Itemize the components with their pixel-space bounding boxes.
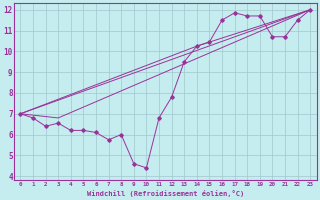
X-axis label: Windchill (Refroidissement éolien,°C): Windchill (Refroidissement éolien,°C) — [87, 190, 244, 197]
